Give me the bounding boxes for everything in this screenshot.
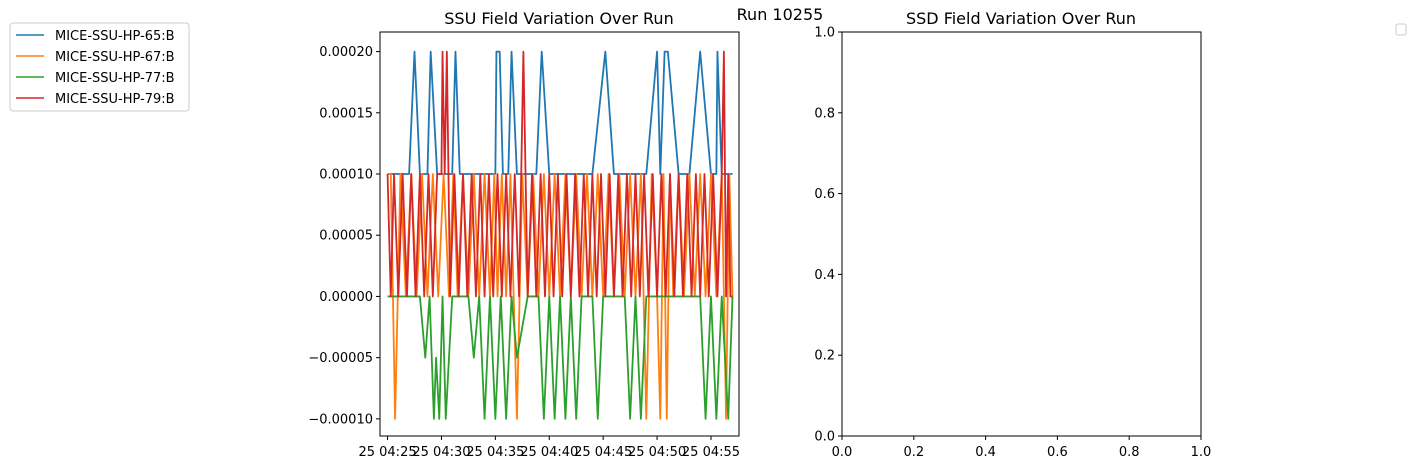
y-tick-label: 0.4	[814, 268, 835, 283]
x-tick-label: 25 04:40	[520, 445, 578, 460]
legend-label-2: MICE-SSU-HP-67:B	[55, 50, 175, 65]
figure-suptitle: Run 10255	[737, 5, 824, 24]
y-tick-label: 0.00015	[319, 106, 373, 121]
legend: MICE-SSU-HP-65:B MICE-SSU-HP-67:B MICE-SSU…	[9, 22, 190, 112]
y-tick-label: −0.00005	[308, 351, 373, 366]
legend-frame	[9, 22, 190, 112]
x-tick-label: 25 04:55	[682, 445, 740, 460]
x-tick-label: 0.2	[903, 445, 924, 460]
x-tick-label: 0.0	[832, 445, 853, 460]
series-line-mice-ssu-hp-65-b	[387, 50, 733, 175]
ssd-axes: SSD Field Variation Over Run 0.0 0.2 0.4 0.…	[814, 9, 1211, 460]
y-tick-label: 0.0	[814, 430, 835, 445]
y-tick-label: 0.00020	[319, 45, 373, 60]
legend-label-3: MICE-SSU-HP-77:B	[55, 71, 175, 86]
series-line-mice-ssu-hp-77-b	[387, 295, 734, 420]
y-tick-label: 0.00005	[319, 229, 373, 244]
y-tick-label: 0.00000	[319, 290, 373, 305]
x-tick-label: 25 04:50	[628, 445, 686, 460]
ssu-axes-title: SSU Field Variation Over Run	[444, 9, 673, 28]
ssd-y-ticks: 0.0 0.2 0.4 0.6 0.8 1.0	[814, 26, 842, 445]
x-tick-label: 0.8	[1119, 445, 1140, 460]
y-tick-label: 0.6	[814, 187, 835, 202]
x-tick-label: 25 04:35	[466, 445, 524, 460]
ssd-empty-legend	[1395, 23, 1407, 36]
ssu-axes-frame	[379, 31, 740, 437]
x-tick-label: 25 04:25	[358, 445, 416, 460]
x-tick-label: 0.4	[975, 445, 996, 460]
y-tick-label: 0.00010	[319, 168, 373, 183]
x-tick-label: 1.0	[1191, 445, 1212, 460]
x-tick-label: 0.6	[1047, 445, 1068, 460]
y-tick-label: 1.0	[814, 26, 835, 41]
ssd-axes-title: SSD Field Variation Over Run	[906, 9, 1136, 28]
ssu-y-ticks: −0.00010 −0.00005 0.00000 0.00005 0.00010 0.0…	[308, 45, 380, 427]
x-tick-label: 25 04:45	[574, 445, 632, 460]
y-tick-label: −0.00010	[308, 412, 373, 427]
ssd-axes-frame	[841, 31, 1202, 437]
ssu-series-group	[386, 50, 734, 420]
y-tick-label: 0.8	[814, 106, 835, 121]
ssu-axes: SSU Field Variation Over Run 25 04:2525 …	[308, 9, 740, 460]
x-tick-label: 25 04:30	[412, 445, 470, 460]
ssd-x-ticks: 0.0 0.2 0.4 0.6 0.8 1.0	[832, 436, 1212, 460]
legend-label-1: MICE-SSU-HP-65:B	[55, 29, 175, 44]
legend-label-4: MICE-SSU-HP-79:B	[55, 92, 175, 107]
y-tick-label: 0.2	[814, 349, 835, 364]
series-line-mice-ssu-hp-79-b	[386, 50, 733, 298]
